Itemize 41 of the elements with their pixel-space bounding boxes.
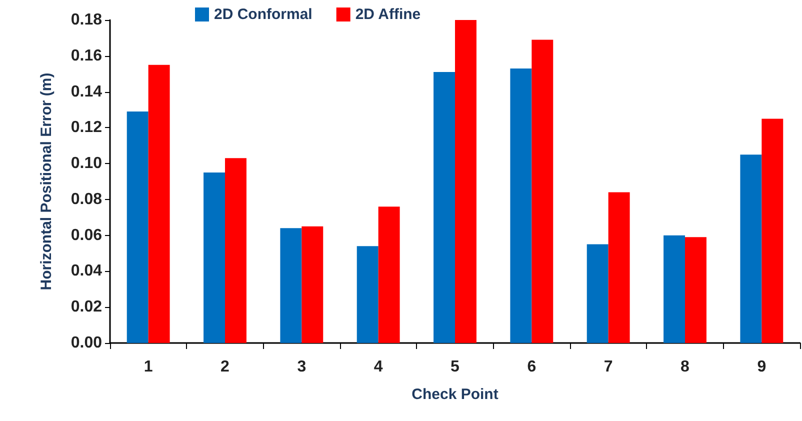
x-tick-label: 9 [757,358,766,376]
x-tick-label: 1 [144,358,153,376]
y-tick-label: 0.06 [70,226,102,244]
bar [434,72,455,343]
y-tick-label: 0.16 [70,47,102,64]
x-tick-label: 3 [297,358,306,376]
bar [455,20,476,343]
y-tick-label: 0.12 [70,119,102,136]
legend-label: 2D Affine [355,6,421,23]
bar [225,158,246,343]
y-tick-label: 0.04 [70,262,102,280]
y-tick-label: 0.02 [70,298,102,316]
bar [356,246,378,343]
bar [740,154,762,343]
bar [378,206,400,343]
bar [586,244,608,343]
bar [302,226,324,343]
x-tick-label: 7 [604,358,613,376]
x-tick-label: 4 [374,358,383,376]
y-tick-label: 0.14 [70,83,102,100]
bar [510,68,532,343]
bar [148,64,170,343]
y-tick-label: 0.08 [70,190,102,208]
y-tick-label: 0.18 [70,12,102,28]
bar [204,172,225,343]
bar [685,237,706,343]
bar [532,40,554,343]
y-axis-title: Horizontal Positional Error (m) [38,72,55,290]
x-axis-title: Check Point [412,386,498,403]
y-tick-label: 0.10 [70,155,102,172]
x-tick-label: 2 [220,358,230,376]
bar [762,118,784,343]
bar [664,235,685,343]
bar [126,112,148,343]
y-tick-label: 0.00 [70,334,102,352]
bar [280,228,302,343]
x-tick-label: 8 [680,358,690,376]
x-tick-label: 6 [527,358,536,376]
bar [608,192,630,343]
legend-label: 2D Conformal [214,6,312,23]
x-tick-label: 5 [450,358,460,376]
